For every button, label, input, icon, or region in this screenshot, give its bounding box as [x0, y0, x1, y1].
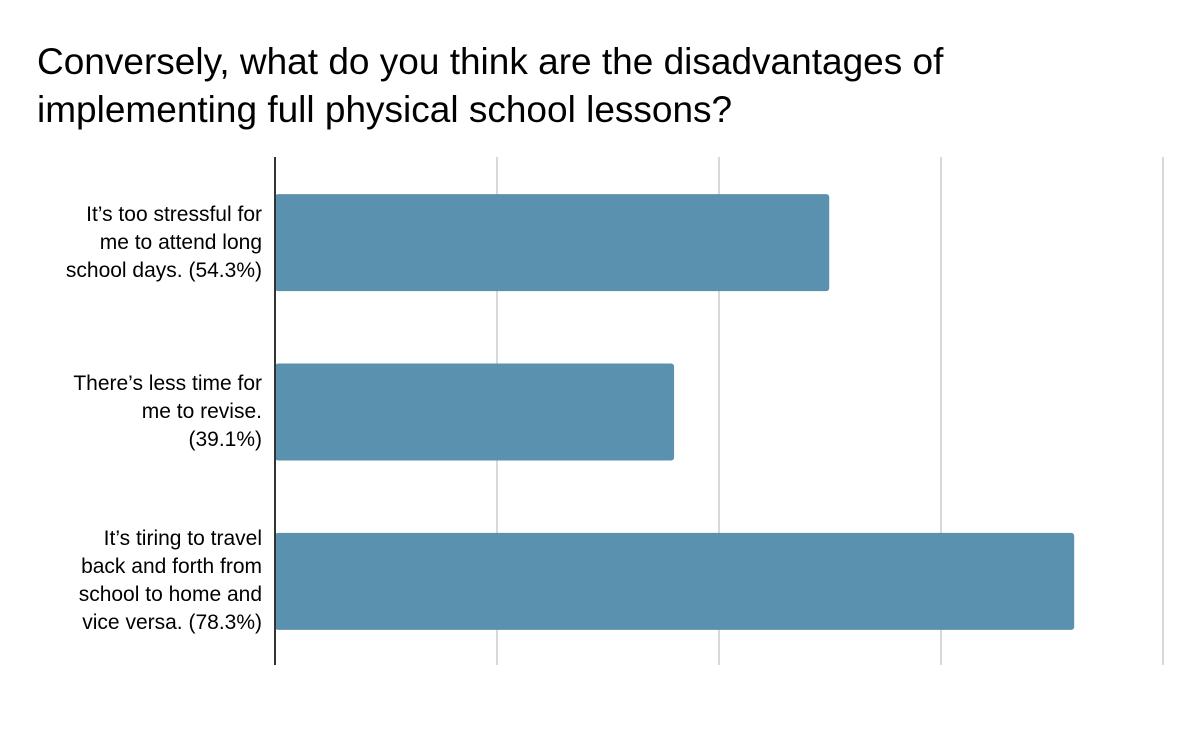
- category-label-line: (39.1%): [188, 428, 262, 451]
- category-label-line: vice versa. (78.3%): [82, 611, 262, 635]
- category-label-2: It’s tiring to travel back and forth from…: [22, 525, 262, 637]
- chart-title: Conversely, what do you think are the di…: [37, 41, 944, 130]
- category-label-line: It’s too stressful for: [86, 202, 262, 226]
- category-label-0: It’s too stressful for me to attend long s…: [22, 201, 262, 285]
- category-label-1: There’s less time for me to revise. (39.1%…: [22, 370, 262, 454]
- category-label-line: me to revise.: [141, 400, 262, 423]
- category-label-line: school days. (54.3%): [65, 258, 262, 282]
- bar-2: [275, 532, 1075, 630]
- category-label-line: It’s tiring to travel: [103, 527, 262, 551]
- category-label-line: back and forth from: [81, 555, 262, 579]
- category-label-line: me to attend long: [99, 230, 262, 254]
- category-label-line: There’s less time for: [73, 372, 262, 395]
- bar-0: [275, 194, 830, 292]
- category-label-line: school to home and: [78, 583, 262, 607]
- bar-1: [275, 363, 675, 461]
